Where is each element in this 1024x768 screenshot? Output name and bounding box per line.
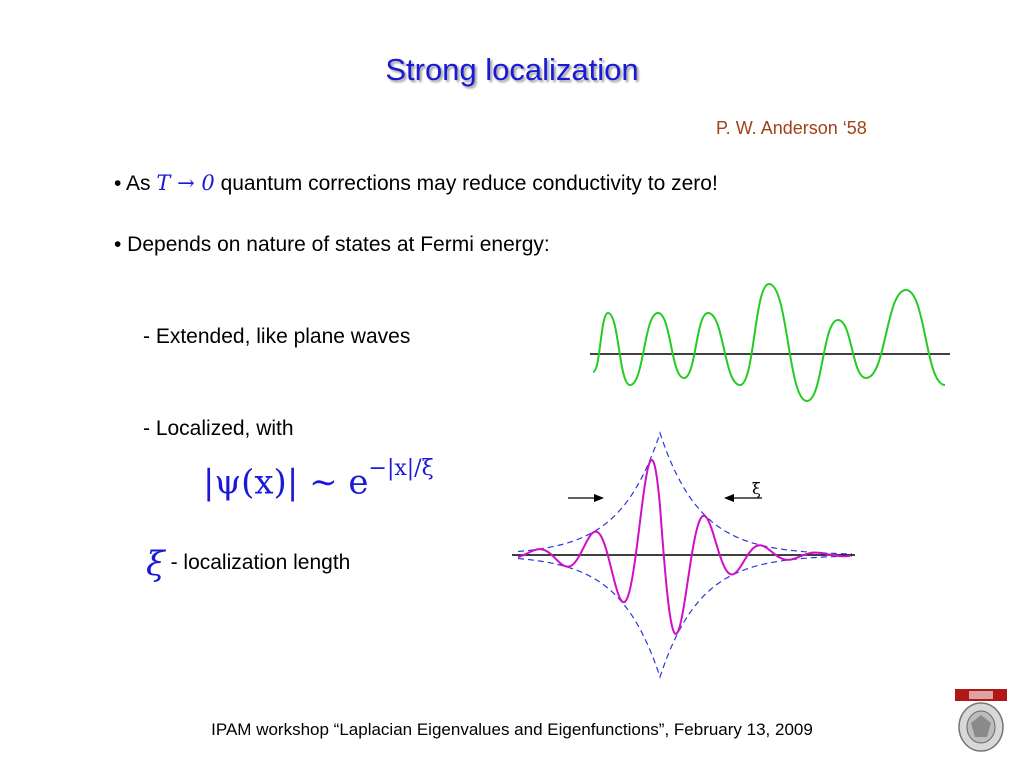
bullet-temperature: • As T → 0 quantum corrections may reduc… [114,171,718,196]
envelope-upper [517,431,853,555]
xi-definition: ξ - localization length [146,538,351,584]
footer-text: IPAM workshop “Laplacian Eigenvalues and… [211,720,813,739]
localized-wave-curve [517,458,851,635]
formula-exponent: −|x|/ξ [368,456,434,481]
formula-lhs: |ψ(x)| ∼ e [203,462,369,503]
bullet-1-math: T → 0 [156,171,215,195]
xi-symbol: ξ [146,544,165,584]
bullet-1-suffix: quantum corrections may reduce conductiv… [220,172,718,195]
xi-arrowhead-left [594,494,604,502]
localization-formula: |ψ(x)| ∼ e−|x|/ξ [203,456,434,503]
extended-wave-figure [590,282,950,403]
localized-wave-figure: ξ [512,431,855,679]
bullet-1-prefix: • As [114,172,151,195]
bullet-fermi-states: • Depends on nature of states at Fermi e… [114,233,550,256]
slide-title: Strong localization [385,52,639,87]
sub-extended: - Extended, like plane waves [143,325,411,348]
envelope-lower [517,555,853,679]
university-seal-logo [955,689,1007,752]
xi-arrowhead-right [724,494,734,502]
attribution: P. W. Anderson ‘58 [716,118,867,138]
xi-figure-label: ξ [752,479,761,498]
xi-text: - localization length [170,551,351,574]
sub-localized: - Localized, with [143,417,294,440]
extended-wave-curve [592,282,946,403]
